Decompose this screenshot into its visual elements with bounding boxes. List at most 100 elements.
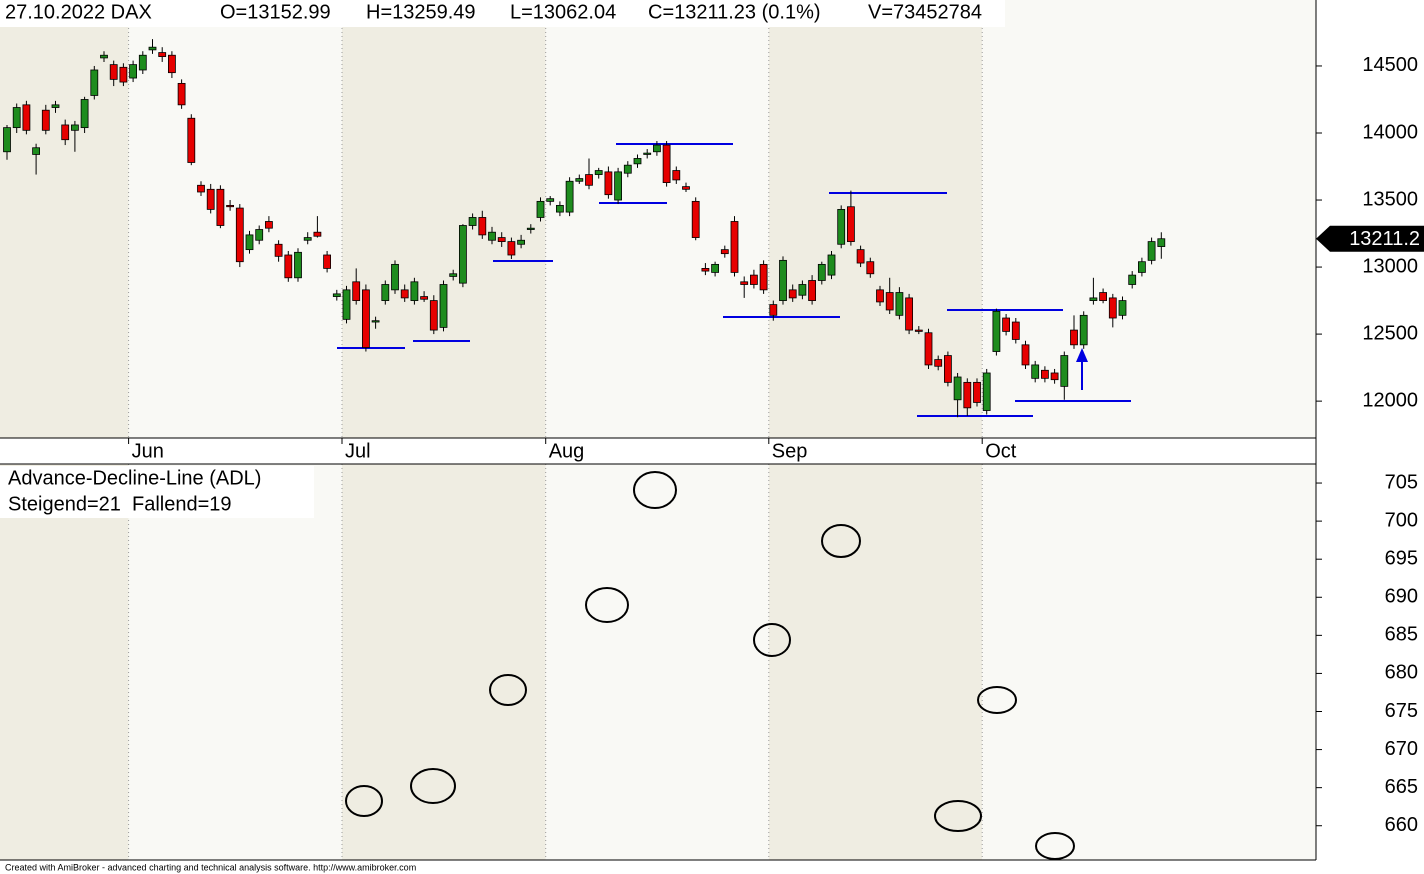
candle-body (798, 284, 807, 296)
highlight-circle (410, 768, 456, 804)
candle-body (148, 46, 157, 51)
candle-body (226, 204, 235, 208)
candle-body (1099, 292, 1107, 301)
candle-body (284, 254, 293, 279)
y-tick-label: 12000 (1362, 389, 1418, 411)
candle-body (352, 281, 361, 301)
info-close: C=13211.23 (0.1%) (648, 1, 821, 23)
candle-body (109, 64, 118, 80)
candle-body (187, 117, 196, 163)
candle-body (235, 207, 244, 263)
candle-body (1089, 297, 1098, 301)
month-shade (0, 0, 129, 438)
candle-body (682, 186, 690, 190)
candle-body (720, 249, 729, 255)
month-shade (128, 0, 342, 438)
candle-body (944, 355, 952, 383)
candle-body (458, 225, 467, 284)
info-volume: V=73452784 (868, 1, 982, 23)
month-shade (545, 464, 769, 860)
candle-body (856, 249, 865, 264)
month-shade (128, 464, 342, 860)
candle-body (167, 54, 176, 74)
candle-body (1147, 241, 1156, 261)
marks (3, 39, 1166, 418)
candle-body (138, 54, 147, 71)
month-shade (982, 464, 1316, 860)
month-shade (768, 464, 983, 860)
y-tick-label: 670 (1385, 738, 1418, 760)
chart-title: 27.10.2022 DAX (5, 1, 152, 23)
month-shade (342, 464, 546, 860)
candle-body (565, 180, 574, 213)
candle-body (876, 289, 884, 303)
candle-body (992, 310, 1001, 352)
candle-body (546, 198, 555, 202)
candle-body (585, 174, 593, 186)
footer-band (0, 860, 1316, 874)
candle-body (420, 296, 429, 300)
candle-body (429, 300, 438, 331)
candle-body (711, 263, 719, 273)
x-tick-label: Jul (345, 440, 371, 462)
y-tick-label: 13000 (1362, 255, 1418, 277)
candle-body (653, 144, 661, 153)
month-shade (0, 464, 129, 860)
candle-body (885, 292, 894, 311)
candle-body (197, 184, 205, 193)
candle-body (750, 274, 758, 285)
candle-body (177, 82, 186, 106)
candle-body (303, 237, 312, 241)
y-tick-label: 14000 (1362, 121, 1418, 143)
candle-body (32, 147, 40, 155)
candle-body (371, 320, 380, 323)
highlight-circle (934, 800, 982, 832)
info-low: L=13062.04 (510, 1, 616, 23)
candle-body (3, 127, 11, 153)
candle-body (468, 217, 477, 226)
candle-body (342, 289, 351, 320)
header-box (0, 0, 1005, 27)
candle-body (410, 281, 419, 301)
candle-body (478, 217, 487, 236)
candle-body (934, 359, 943, 367)
candle-body (1079, 314, 1088, 346)
candle-body (1021, 344, 1030, 366)
candle-body (439, 284, 448, 328)
highlight-circle (821, 524, 861, 558)
highlight-circle (585, 587, 629, 623)
highlight-circle (1035, 832, 1075, 860)
candle-body (623, 164, 632, 174)
candle-body (22, 104, 31, 131)
y-tick-label: 665 (1385, 776, 1418, 798)
candle-body (313, 231, 322, 237)
labels: 27.10.2022 DAX O=13152.99 H=13259.49 L=1… (5, 1, 1424, 872)
x-tick-label: Jun (132, 440, 164, 462)
candle-body (41, 109, 50, 131)
candle-body (740, 281, 749, 285)
candle-body (924, 332, 933, 366)
candle-body (604, 171, 613, 196)
candle-body (633, 158, 642, 165)
candle-body (264, 221, 273, 229)
candle-body (662, 144, 671, 184)
y-tick-label: 695 (1385, 547, 1418, 569)
candle-body (594, 170, 603, 175)
right-axis-band (1316, 0, 1424, 874)
candle-body (672, 170, 681, 181)
candle-body (1138, 261, 1146, 273)
candle-body (808, 280, 816, 301)
y-tick-label: 660 (1385, 814, 1418, 836)
candle-body (556, 204, 564, 213)
candle-body (866, 261, 875, 275)
candle-body (827, 254, 836, 276)
y-tick-label: 14500 (1362, 54, 1418, 76)
candle-body (129, 64, 138, 79)
candle-body (914, 329, 923, 332)
x-tick-label: Sep (772, 440, 808, 462)
candle-body (691, 200, 700, 238)
highlight-circle (633, 471, 677, 509)
candle-body (400, 289, 409, 299)
candle-body (332, 293, 341, 297)
